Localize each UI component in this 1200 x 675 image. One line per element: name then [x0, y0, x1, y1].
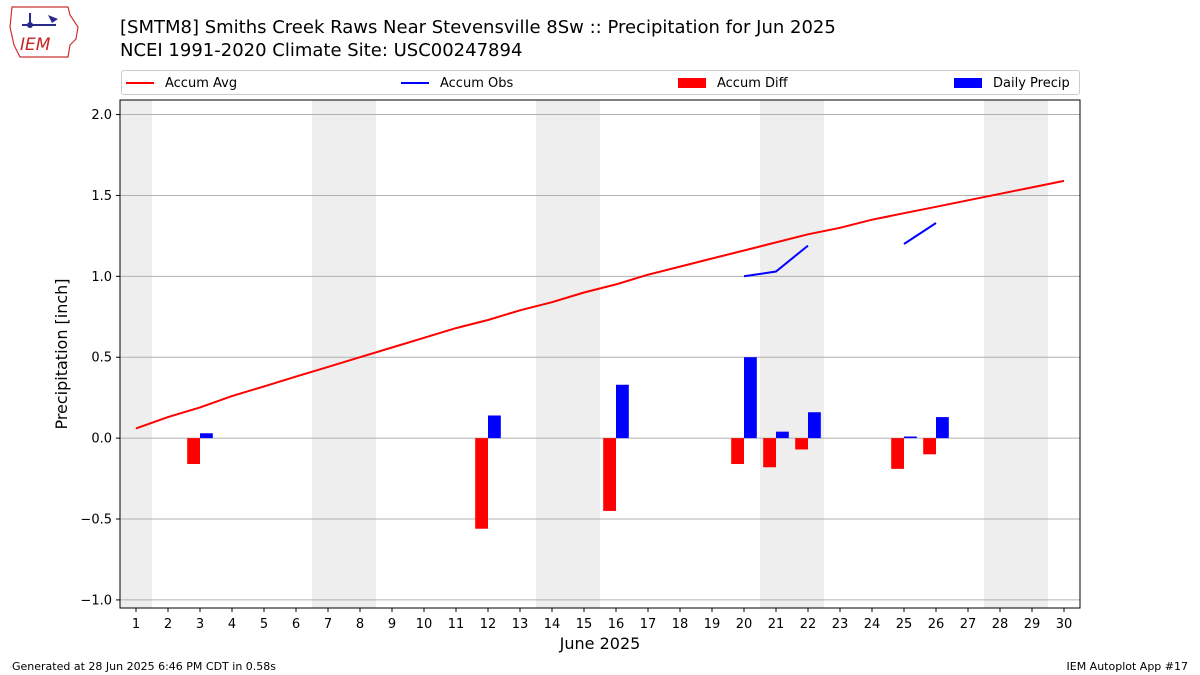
x-tick-label-8: 8	[356, 617, 364, 632]
x-tick-label-19: 19	[704, 617, 721, 632]
accum-avg-line-segment-0	[135, 179, 1065, 430]
plot-frame	[119, 99, 1081, 609]
x-tick-label-22: 22	[800, 617, 817, 632]
legend-swatch-accum-diff	[678, 78, 706, 88]
y-tick-label-3: 0.5	[91, 351, 112, 366]
legend-item-accum-diff: Accum Diff	[678, 74, 788, 92]
x-tick-label-23: 23	[832, 617, 849, 632]
weekend-band-14	[536, 100, 568, 608]
footer-generated-text: Generated at 28 Jun 2025 6:46 PM CDT in …	[12, 660, 277, 673]
y-tick-label-0: −1.0	[80, 593, 112, 608]
x-tick-label-15: 15	[576, 617, 593, 632]
x-tick-label-7: 7	[324, 617, 332, 632]
weekend-band-15	[568, 100, 600, 608]
weekend-band-28	[984, 100, 1016, 608]
x-tick-label-26: 26	[928, 617, 945, 632]
y-axis-label: Precipitation [inch]	[52, 278, 71, 429]
chart-subtitle: NCEI 1991-2020 Climate Site: USC00247894	[120, 40, 523, 61]
accum-diff-bar-25	[891, 438, 904, 469]
x-tick-label-12: 12	[480, 617, 497, 632]
daily-precip-bar-16	[616, 384, 629, 439]
weekend-band-29	[1016, 100, 1048, 608]
accum-diff-bar-26	[923, 438, 936, 455]
weekend-band-1	[120, 100, 152, 608]
accum-diff-bar-12	[475, 438, 488, 529]
accum-obs-line-segment-0	[743, 244, 809, 278]
x-tick-label-4: 4	[228, 617, 236, 632]
x-tick-label-18: 18	[672, 617, 689, 632]
y-tick-label-5: 1.5	[91, 189, 112, 204]
x-tick-label-3: 3	[196, 617, 204, 632]
x-tick-label-17: 17	[640, 617, 657, 632]
legend: Accum Avg Accum Obs Accum Diff Daily Pre…	[121, 70, 1080, 95]
legend-label-accum-obs: Accum Obs	[440, 75, 514, 91]
y-axis-ticks: −1.0 −0.5 0.0 0.5 1.0 1.5 2.0	[80, 108, 120, 608]
legend-item-daily-precip: Daily Precip	[954, 74, 1070, 92]
accum-diff-bar-20	[731, 438, 744, 465]
x-tick-label-24: 24	[864, 617, 881, 632]
footer-app-text: IEM Autoplot App #17	[1066, 660, 1189, 673]
logo-text: IEM	[20, 35, 51, 55]
y-tick-label-1: −0.5	[80, 513, 112, 528]
legend-swatch-accum-avg	[126, 82, 154, 84]
x-tick-label-16: 16	[608, 617, 625, 632]
y-tick-label-6: 2.0	[91, 108, 112, 123]
daily-precip-bar-21	[776, 431, 789, 439]
y-gridlines	[120, 114, 1080, 601]
x-tick-label-27: 27	[960, 617, 977, 632]
x-tick-label-9: 9	[388, 617, 396, 632]
accum-diff-bar-22	[795, 438, 808, 450]
x-tick-label-20: 20	[736, 617, 753, 632]
x-tick-label-21: 21	[768, 617, 785, 632]
daily-precip-bar-25	[904, 436, 917, 439]
x-tick-label-6: 6	[292, 617, 300, 632]
y-tick-label-4: 1.0	[91, 270, 112, 285]
x-tick-label-25: 25	[896, 617, 913, 632]
daily-precip-bar-3	[200, 433, 213, 439]
accum-diff-bar-3	[187, 438, 200, 465]
x-tick-label-1: 1	[132, 617, 140, 632]
x-tick-label-28: 28	[992, 617, 1009, 632]
accum-obs-line-segment-1	[903, 222, 937, 245]
legend-label-accum-avg: Accum Avg	[165, 75, 238, 91]
x-tick-label-30: 30	[1056, 617, 1073, 632]
x-tick-label-5: 5	[260, 617, 268, 632]
daily-precip-bar-26	[936, 417, 949, 439]
x-axis-label: June 2025	[559, 634, 641, 653]
daily-precip-bar-22	[808, 412, 821, 439]
weekend-band-7	[312, 100, 344, 608]
x-tick-label-29: 29	[1024, 617, 1041, 632]
legend-swatch-accum-obs	[401, 82, 429, 84]
iem-logo: IEM	[8, 5, 80, 59]
legend-item-accum-obs: Accum Obs	[401, 74, 513, 92]
x-tick-label-13: 13	[512, 617, 529, 632]
weekend-bands	[120, 100, 1048, 608]
legend-label-daily-precip: Daily Precip	[993, 75, 1070, 91]
y-tick-label-2: 0.0	[91, 432, 112, 447]
accum-diff-bar-21	[763, 438, 776, 468]
weekend-band-21	[760, 100, 792, 608]
weekend-band-22	[792, 100, 824, 608]
x-tick-label-10: 10	[416, 617, 433, 632]
bar-series	[187, 357, 949, 529]
legend-label-accum-diff: Accum Diff	[717, 75, 788, 91]
accum-diff-bar-16	[603, 438, 616, 511]
legend-item-accum-avg: Accum Avg	[126, 74, 237, 92]
x-axis-ticks: 1 2 3 4 5 6 7 8 9 10 11 12 13 14 15 16 17 18 19 20 21 22 23 24 2…	[132, 608, 1072, 632]
x-tick-label-11: 11	[448, 617, 465, 632]
daily-precip-bar-20	[744, 357, 757, 439]
line-series	[135, 179, 1065, 430]
daily-precip-bar-12	[488, 415, 501, 439]
x-tick-label-14: 14	[544, 617, 561, 632]
chart-title: [SMTM8] Smiths Creek Raws Near Stevensvi…	[120, 17, 836, 38]
legend-swatch-daily-precip	[954, 78, 982, 88]
x-tick-label-2: 2	[164, 617, 172, 632]
